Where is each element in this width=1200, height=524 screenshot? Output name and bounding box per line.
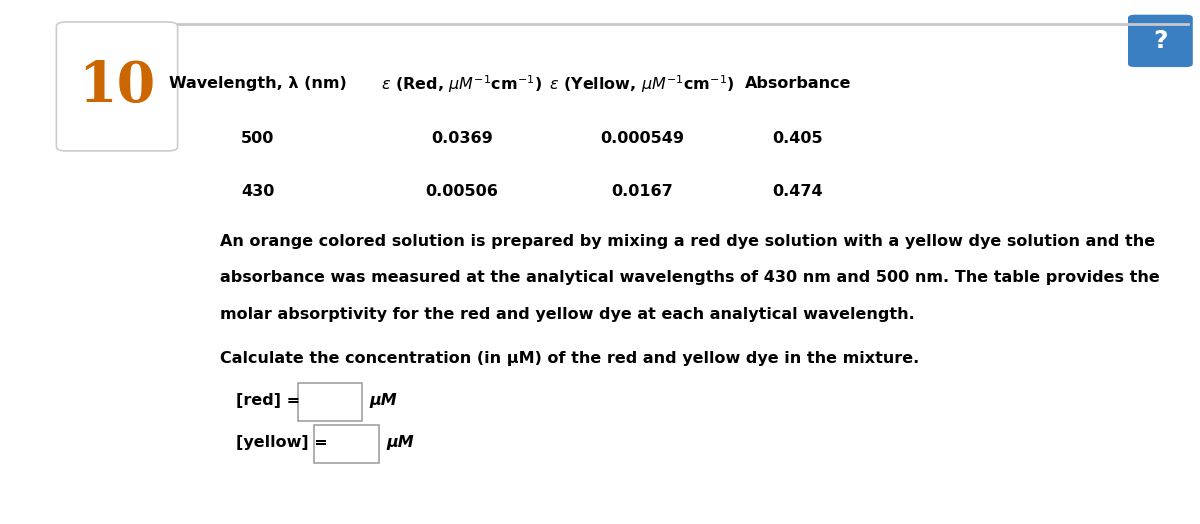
Text: Calculate the concentration (in μM) of the red and yellow dye in the mixture.: Calculate the concentration (in μM) of t… [220, 352, 919, 366]
Text: 430: 430 [241, 184, 275, 199]
Text: [red] =: [red] = [236, 394, 300, 408]
Text: 0.000549: 0.000549 [600, 132, 684, 146]
Text: $\varepsilon$ (Yellow, $\mu M^{-1}$cm$^{-1}$): $\varepsilon$ (Yellow, $\mu M^{-1}$cm$^{… [550, 73, 734, 95]
FancyBboxPatch shape [56, 22, 178, 151]
Text: 10: 10 [78, 59, 155, 114]
Text: Wavelength, λ (nm): Wavelength, λ (nm) [169, 77, 347, 91]
Text: μM: μM [386, 435, 414, 450]
Text: 500: 500 [241, 132, 275, 146]
FancyBboxPatch shape [314, 425, 379, 463]
Text: ?: ? [1153, 29, 1168, 53]
Text: $\varepsilon$ (Red, $\mu M^{-1}$cm$^{-1}$): $\varepsilon$ (Red, $\mu M^{-1}$cm$^{-1}… [382, 73, 542, 95]
Text: 0.0369: 0.0369 [431, 132, 493, 146]
Text: Absorbance: Absorbance [745, 77, 851, 91]
Text: 0.405: 0.405 [773, 132, 823, 146]
Text: An orange colored solution is prepared by mixing a red dye solution with a yello: An orange colored solution is prepared b… [220, 234, 1154, 248]
Text: 0.474: 0.474 [773, 184, 823, 199]
FancyBboxPatch shape [1128, 15, 1193, 67]
Text: absorbance was measured at the analytical wavelengths of 430 nm and 500 nm. The : absorbance was measured at the analytica… [220, 270, 1159, 285]
Text: [yellow] =: [yellow] = [236, 435, 328, 450]
Text: 0.00506: 0.00506 [426, 184, 498, 199]
Text: molar absorptivity for the red and yellow dye at each analytical wavelength.: molar absorptivity for the red and yello… [220, 307, 914, 322]
Text: 0.0167: 0.0167 [611, 184, 673, 199]
FancyBboxPatch shape [298, 383, 362, 421]
Text: μM: μM [370, 394, 397, 408]
